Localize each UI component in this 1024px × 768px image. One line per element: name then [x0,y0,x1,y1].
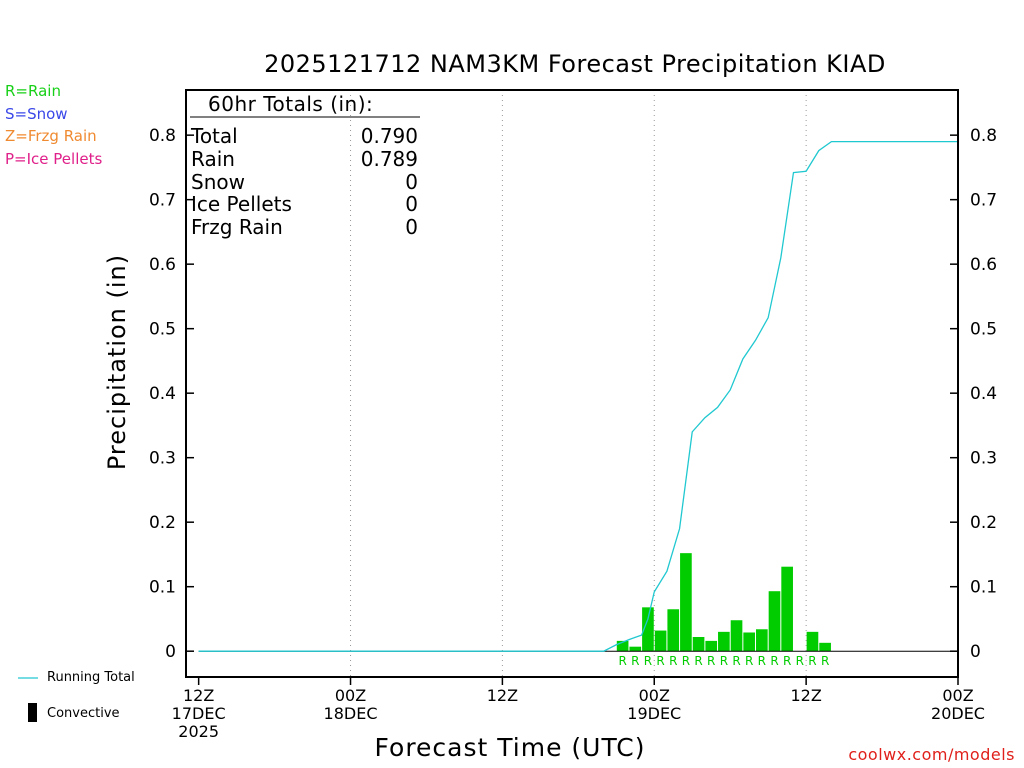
y-tick-label: 0.2 [970,513,997,533]
y-tick-label: 0.7 [149,191,176,211]
precip-bar [819,642,831,652]
plot-frame [185,89,959,678]
precip-type-marker: R [682,654,690,668]
totals-value-frzg-rain: 0 [405,215,418,239]
precip-type-marker: R [656,654,664,668]
convective-swatch [28,703,37,722]
precip-type-marker: R [796,654,804,668]
y-axis-left: 0 0.1 0.2 0.3 0.4 0.5 0.6 0.7 0.8 [149,126,194,662]
precip-type-marker: R [644,654,652,668]
x-tick-label: 12Z [790,686,821,705]
running-total-legend-label: Running Total [47,670,135,685]
precip-bar [692,637,705,652]
source-url: coolwx.com/models [848,745,1015,764]
precip-type-marker: R [707,654,715,668]
precip-bar [654,630,667,652]
y-tick-label: 0.6 [149,255,176,275]
legend-ice-pellets: P=Ice Pellets [5,149,103,168]
x-tick-label: 20DEC [931,704,985,723]
totals-label-ice-pellets: Ice Pellets [191,192,292,216]
running-total-line [198,140,958,652]
ptype-legend: R=Rain S=Snow Z=Frzg Rain P=Ice Pellets [5,80,102,170]
precip-bar [667,609,680,652]
x-tick-label: 12Z [183,686,214,705]
precip-bar [718,631,730,652]
convective-legend-label: Convective [47,706,120,721]
legend-snow: S=Snow [5,104,68,123]
y-tick-label: 0.3 [149,449,176,469]
y-tick-label: 0.5 [149,320,176,340]
precip-bar [705,640,718,652]
totals-label-total: Total [190,124,238,148]
y-tick-label: 0 [165,642,176,662]
totals-label-rain: Rain [191,147,235,171]
x-tick-label: 00Z [335,686,366,705]
x-tick-label: 18DEC [324,704,378,723]
totals-value-ice-pellets: 0 [405,192,418,216]
y-axis-right: 0 0.1 0.2 0.3 0.4 0.5 0.6 0.7 0.8 [950,126,997,662]
x-tick-label: 19DEC [627,704,681,723]
totals-label-frzg-rain: Frzg Rain [191,215,283,239]
precip-bar [730,620,743,652]
y-tick-label: 0.2 [149,513,176,533]
y-tick-label: 0.4 [970,384,997,404]
x-tick-label: 2025 [178,722,219,741]
legend-freezing-rain: Z=Frzg Rain [5,127,97,145]
chart-title: 2025121712 NAM3KM Forecast Precipitation… [264,50,886,78]
y-tick-label: 0.6 [970,255,997,275]
precip-bar [642,607,654,652]
precip-type-marker: R [758,654,766,668]
legend-rain: R=Rain [5,82,61,100]
totals-value-rain: 0.789 [361,147,418,171]
y-tick-label: 0.8 [149,126,176,146]
precip-bar [781,566,793,652]
y-axis-label: Precipitation (in) [103,254,131,470]
precip-bar [629,646,642,652]
totals-value-total: 0.790 [361,124,418,148]
x-axis-title: Forecast Time (UTC) [374,733,646,762]
y-tick-label: 0 [970,642,981,662]
totals-heading: 60hr Totals (in): [208,92,373,116]
precip-type-marker: R [631,654,639,668]
precip-type-marker: R [808,654,816,668]
precip-type-marker: R [694,654,702,668]
precip-type-marker: R [720,654,728,668]
precip-type-marker: R [618,654,626,668]
precip-bar [680,553,692,652]
precip-bar [806,631,819,652]
precip-type-marker: R [669,654,677,668]
x-tick-label: 17DEC [172,704,226,723]
precip-type-marker: R [732,654,740,668]
y-tick-label: 0.4 [149,384,176,404]
precip-type-marker: R [821,654,829,668]
y-tick-label: 0.5 [970,320,997,340]
precip-bar [616,640,629,652]
x-tick-label: 00Z [942,686,973,705]
y-tick-label: 0.1 [970,578,997,598]
precip-type-marker: R [770,654,778,668]
x-tick-label: 12Z [487,686,518,705]
precip-type-marker: R [783,654,791,668]
y-tick-label: 0.3 [970,449,997,469]
y-tick-label: 0.1 [149,578,176,598]
totals-box: 60hr Totals (in): Total 0.790 Rain 0.789… [190,92,420,239]
precip-bar [743,632,756,652]
y-tick-label: 0.8 [970,126,997,146]
precip-bar [756,629,768,652]
y-tick-label: 0.7 [970,191,997,211]
precip-type-marker: R [745,654,753,668]
precip-bar [768,591,781,652]
x-tick-label: 00Z [639,686,670,705]
totals-value-snow: 0 [405,170,418,194]
hourly-precip-bars [616,553,831,652]
vertical-gridlines [350,90,807,677]
totals-label-snow: Snow [191,170,245,194]
